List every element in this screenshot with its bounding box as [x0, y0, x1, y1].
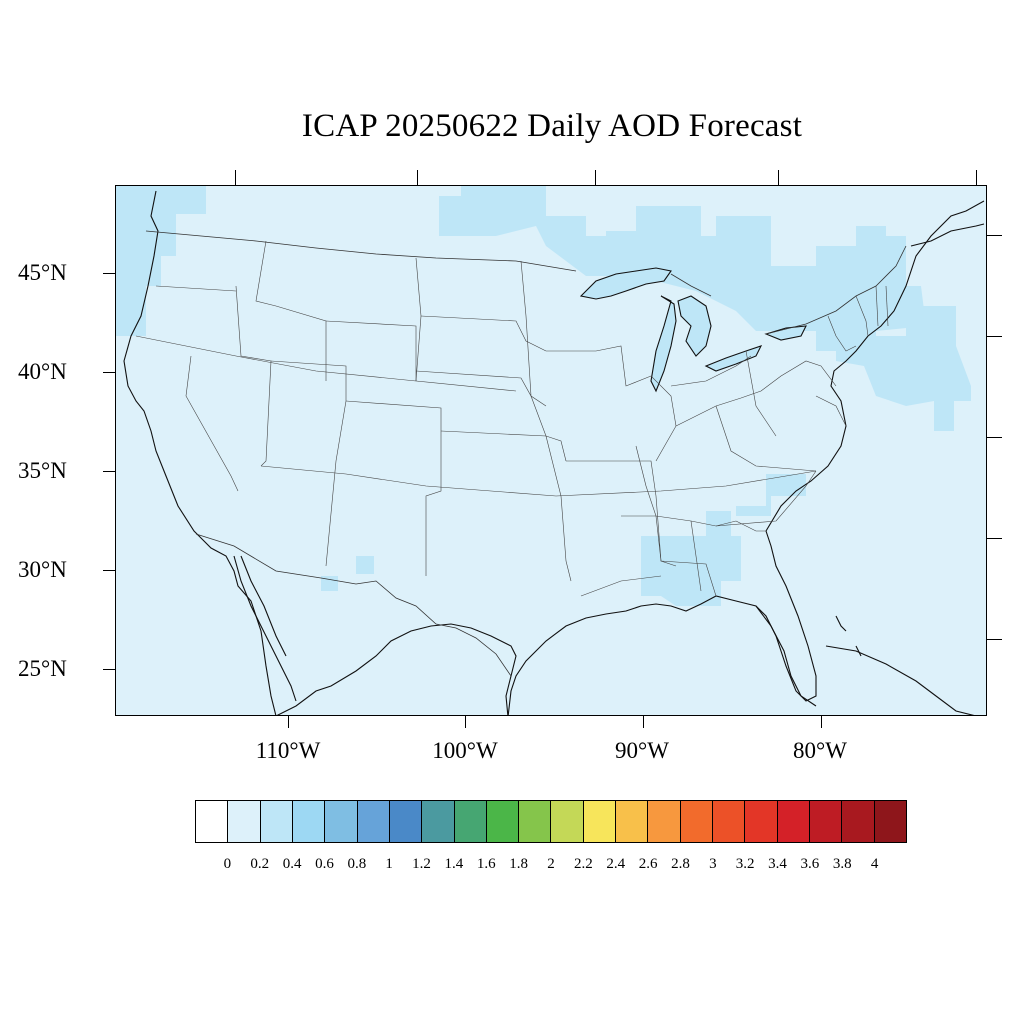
colorbar-label: 2.2 — [573, 856, 593, 872]
tick-left-45 — [103, 273, 115, 274]
colorbar-box-5 — [357, 801, 390, 842]
colorbar-box-11 — [551, 801, 584, 842]
colorbar-box-16 — [713, 801, 746, 842]
colorbar-label: 0.8 — [347, 856, 367, 872]
colorbar-label: 2.4 — [606, 856, 626, 872]
colorbar-box-10 — [519, 801, 552, 842]
lon-label-110w: 110°W — [255, 738, 321, 763]
colorbar-box-18 — [777, 801, 810, 842]
colorbar-box-2 — [260, 801, 293, 842]
lon-label-100w: 100°W — [432, 738, 498, 763]
colorbar-box-4 — [325, 801, 358, 842]
lat-label-30: 30°N — [18, 557, 67, 582]
colorbar-label: 3.2 — [735, 856, 755, 872]
colorbar-label: 0.2 — [250, 856, 270, 872]
colorbar-box-3 — [292, 801, 326, 842]
colorbar-box-20 — [842, 801, 875, 842]
colorbar-label: 1.2 — [412, 856, 431, 872]
tick-right-4 — [987, 538, 1002, 539]
tick-top-5 — [976, 170, 977, 185]
colorbar-label: 1.6 — [476, 856, 496, 872]
coastline — [123, 190, 985, 715]
colorbar-box-6 — [389, 801, 423, 842]
colorbar-box-8 — [454, 801, 487, 842]
colorbar-box-13 — [616, 801, 649, 842]
colorbar-label: 0.4 — [282, 856, 302, 872]
lon-label-90w: 90°W — [615, 738, 669, 763]
lat-label-35: 35°N — [18, 458, 67, 483]
colorbar-box-0 — [196, 801, 229, 842]
lat-label-40: 40°N — [18, 359, 67, 384]
colorbar-label: 2.8 — [671, 856, 690, 872]
tick-bottom-100 — [465, 716, 466, 728]
tick-left-30 — [103, 570, 115, 571]
lat-label-25: 25°N — [18, 656, 67, 681]
tick-right-3 — [987, 437, 1002, 438]
tick-right-1 — [987, 235, 1002, 236]
colorbar-label: 1 — [385, 856, 393, 872]
aod-colorbar — [195, 800, 907, 843]
colorbar-box-12 — [583, 801, 617, 842]
colorbar-box-7 — [422, 801, 455, 842]
map-panel[interactable] — [115, 185, 987, 716]
tick-bottom-80 — [821, 716, 822, 728]
tick-bottom-90 — [643, 716, 644, 728]
colorbar-label: 2.6 — [638, 856, 658, 872]
colorbar-label: 1.8 — [509, 856, 528, 872]
colorbar-label: 3.8 — [832, 856, 852, 872]
tick-top-1 — [235, 170, 236, 185]
colorbar-label: 3 — [709, 856, 717, 872]
colorbar-label: 4 — [870, 856, 879, 872]
tick-right-2 — [987, 336, 1002, 337]
map-title: ICAP 20250622 Daily AOD Forecast — [301, 108, 803, 144]
colorbar-box-17 — [745, 801, 778, 842]
tick-top-4 — [778, 170, 779, 185]
tick-bottom-110 — [288, 716, 289, 728]
colorbar-box-14 — [648, 801, 681, 842]
colorbar-label: 3.4 — [768, 856, 787, 872]
colorbar-label: 0 — [223, 856, 232, 872]
lat-label-45: 45°N — [18, 260, 67, 285]
state-borders — [135, 240, 889, 597]
tick-top-3 — [595, 170, 596, 185]
tick-left-25 — [103, 669, 115, 670]
colorbar-box-21 — [874, 801, 906, 842]
aod-elevated-regions — [116, 186, 971, 606]
tick-top-2 — [417, 170, 418, 185]
map-canvas — [116, 186, 985, 715]
lon-label-80w: 80°W — [793, 738, 847, 763]
colorbar-label: 3.6 — [800, 856, 820, 872]
tick-right-5 — [987, 639, 1002, 640]
great-lakes — [579, 267, 807, 393]
colorbar-box-9 — [486, 801, 520, 842]
colorbar-box-1 — [228, 801, 261, 842]
tick-left-40 — [103, 372, 115, 373]
colorbar-label: 0.6 — [315, 856, 334, 872]
colorbar-box-19 — [809, 801, 843, 842]
colorbar-label: 2 — [547, 856, 555, 872]
tick-left-35 — [103, 471, 115, 472]
colorbar-box-15 — [680, 801, 713, 842]
colorbar-label: 1.4 — [444, 856, 464, 872]
